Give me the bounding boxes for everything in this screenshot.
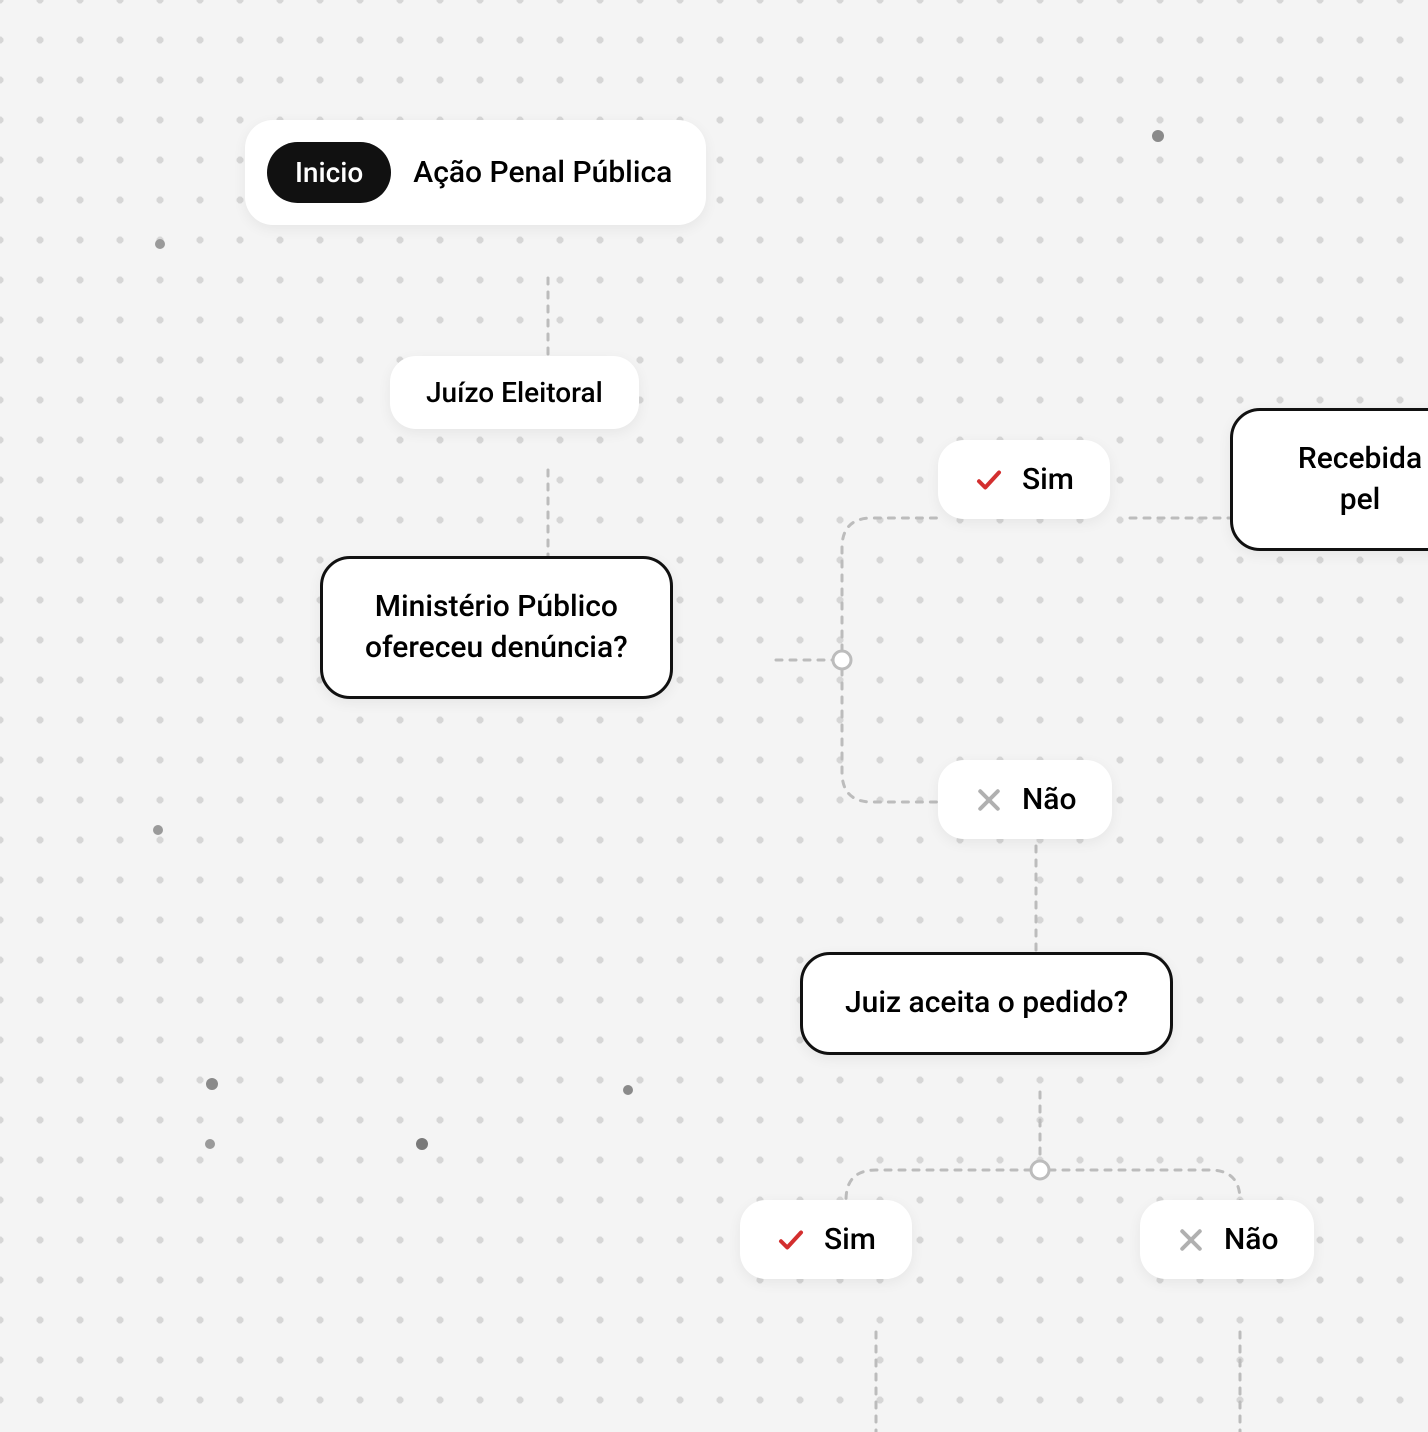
- answer-label: Não: [1022, 782, 1076, 817]
- decorative-dot: [623, 1085, 633, 1095]
- decorative-dot: [206, 1078, 218, 1090]
- node-juiz-aceita: Juiz aceita o pedido?: [800, 952, 1173, 1055]
- decorative-dot: [1152, 130, 1164, 142]
- check-icon: [776, 1225, 806, 1255]
- decorative-dot: [155, 239, 165, 249]
- node-label: Ministério Público ofereceu denúncia?: [365, 587, 628, 668]
- start-pill: Inicio: [267, 142, 391, 203]
- answer-label: Não: [1224, 1222, 1278, 1257]
- decorative-dot: [205, 1139, 215, 1149]
- node-label: Juízo Eleitoral: [426, 376, 603, 409]
- decorative-dot: [416, 1138, 428, 1150]
- node-mp-denuncia: Ministério Público ofereceu denúncia?: [320, 556, 673, 699]
- node-label: Juiz aceita o pedido?: [845, 983, 1128, 1024]
- answer-label: Sim: [1022, 462, 1074, 497]
- check-icon: [974, 465, 1004, 495]
- node-answer-nao-2: Não: [1140, 1200, 1314, 1279]
- node-answer-sim-2: Sim: [740, 1200, 912, 1279]
- decorative-dot: [153, 825, 163, 835]
- answer-label: Sim: [824, 1222, 876, 1257]
- start-node: Inicio Ação Penal Pública: [245, 120, 706, 225]
- node-label: Recebida pel: [1298, 439, 1422, 520]
- node-answer-nao-1: Não: [938, 760, 1112, 839]
- node-recebida: Recebida pel: [1230, 408, 1428, 551]
- node-answer-sim-1: Sim: [938, 440, 1110, 519]
- x-icon: [1176, 1225, 1206, 1255]
- node-juizo-eleitoral: Juízo Eleitoral: [390, 356, 639, 429]
- start-title: Ação Penal Pública: [413, 155, 672, 190]
- x-icon: [974, 785, 1004, 815]
